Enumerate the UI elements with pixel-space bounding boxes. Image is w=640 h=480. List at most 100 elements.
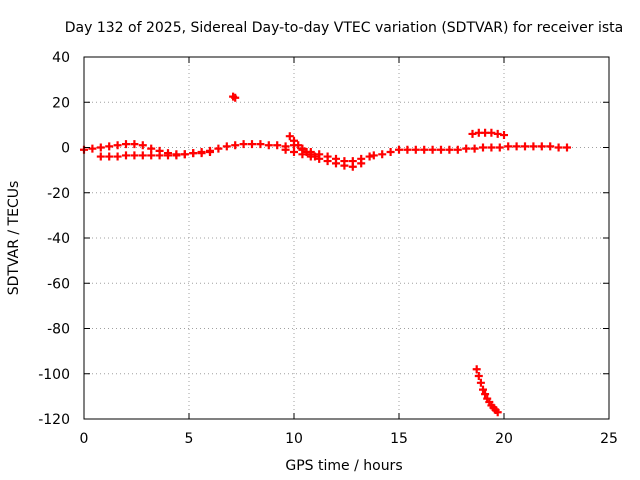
data-point bbox=[290, 136, 298, 145]
axis-ticks bbox=[83, 56, 610, 420]
data-point bbox=[285, 132, 294, 141]
data-point bbox=[445, 145, 454, 154]
data-point bbox=[395, 145, 403, 154]
series bbox=[472, 365, 502, 417]
y-tick-label: -100 bbox=[38, 367, 70, 383]
data-point bbox=[122, 140, 130, 149]
data-point bbox=[222, 142, 231, 151]
data-point bbox=[437, 145, 445, 154]
x-tick-label: 0 bbox=[80, 431, 89, 447]
data-point bbox=[512, 142, 521, 151]
data-point bbox=[290, 148, 298, 157]
y-tick-label: 40 bbox=[52, 50, 70, 66]
data-point bbox=[479, 143, 487, 152]
data-point bbox=[386, 148, 395, 157]
data-point bbox=[138, 141, 147, 150]
data-point bbox=[113, 152, 122, 161]
data-point bbox=[500, 131, 508, 140]
data-point bbox=[231, 93, 240, 102]
data-point bbox=[378, 150, 387, 159]
grid bbox=[84, 57, 609, 419]
y-tick-label: -60 bbox=[47, 276, 70, 292]
data-point bbox=[206, 148, 214, 157]
data-point bbox=[420, 145, 429, 154]
series bbox=[96, 145, 366, 171]
data-point bbox=[164, 151, 172, 160]
data-point bbox=[332, 159, 340, 168]
data-point bbox=[311, 152, 319, 161]
data-point bbox=[462, 144, 471, 153]
data-point bbox=[315, 154, 324, 163]
data-point bbox=[281, 145, 290, 154]
data-point bbox=[563, 143, 571, 152]
data-point bbox=[411, 145, 420, 154]
data-point bbox=[481, 390, 490, 399]
data-point bbox=[487, 128, 496, 137]
data-point bbox=[428, 145, 437, 154]
data-point bbox=[214, 144, 223, 153]
y-axis-label: SDTVAR / TECUs bbox=[6, 181, 22, 296]
data-point bbox=[256, 140, 265, 149]
plot-frame bbox=[83, 56, 610, 420]
data-point bbox=[155, 151, 164, 160]
data-point bbox=[472, 365, 481, 374]
data-point bbox=[521, 142, 529, 151]
data-point bbox=[365, 152, 374, 161]
series bbox=[369, 142, 571, 160]
series bbox=[229, 92, 240, 102]
x-tick-label: 20 bbox=[495, 431, 513, 447]
x-tick-label: 15 bbox=[390, 431, 408, 447]
y-tick-label: -80 bbox=[47, 322, 70, 338]
data-point bbox=[348, 162, 357, 171]
data-point bbox=[302, 148, 311, 157]
data-point bbox=[105, 152, 114, 161]
data-point bbox=[239, 140, 248, 149]
data-point bbox=[403, 145, 412, 154]
data-point bbox=[172, 151, 181, 160]
data-point bbox=[323, 157, 332, 166]
y-tick-label: -120 bbox=[38, 412, 70, 428]
tick-labels: 0 5 10 15 20 25 -120 -100 -80 -60 -40 -20 0 20 40 bbox=[38, 50, 618, 447]
data-point bbox=[298, 145, 307, 154]
data-point bbox=[554, 143, 563, 152]
data-point bbox=[546, 142, 555, 151]
data-point bbox=[529, 142, 538, 151]
data-point bbox=[122, 151, 130, 160]
data-point bbox=[96, 143, 105, 152]
chart-title: Day 132 of 2025, Sidereal Day-to-day VTE… bbox=[65, 20, 623, 36]
data-point bbox=[147, 144, 156, 153]
data-point bbox=[248, 140, 256, 149]
data-point bbox=[113, 141, 122, 150]
data-point bbox=[231, 141, 240, 150]
x-tick-label: 10 bbox=[285, 431, 303, 447]
data-point bbox=[495, 143, 504, 152]
x-tick-label: 25 bbox=[600, 431, 618, 447]
data-point bbox=[294, 141, 303, 150]
data-point bbox=[197, 149, 206, 158]
data-point bbox=[493, 408, 502, 417]
data-point bbox=[453, 145, 462, 154]
data-point bbox=[493, 129, 502, 138]
data-point bbox=[357, 159, 366, 168]
data-point bbox=[273, 141, 282, 150]
data-point bbox=[189, 149, 198, 158]
data-point bbox=[130, 140, 139, 149]
y-tick-label: 20 bbox=[52, 95, 70, 111]
data-point bbox=[470, 144, 479, 153]
y-tick-label: -40 bbox=[47, 231, 70, 247]
data-point bbox=[476, 378, 485, 387]
data-point bbox=[180, 150, 189, 159]
data-point bbox=[88, 144, 97, 153]
data-point bbox=[479, 385, 487, 394]
series bbox=[80, 140, 374, 166]
x-tick-label: 5 bbox=[185, 431, 194, 447]
y-tick-label: 0 bbox=[61, 141, 70, 157]
data-point bbox=[369, 151, 378, 160]
y-tick-label: -20 bbox=[47, 186, 70, 202]
data-point bbox=[130, 151, 139, 160]
data-point bbox=[96, 152, 105, 161]
series bbox=[285, 132, 319, 161]
data-point bbox=[474, 372, 483, 381]
x-axis-label: GPS time / hours bbox=[285, 458, 402, 474]
